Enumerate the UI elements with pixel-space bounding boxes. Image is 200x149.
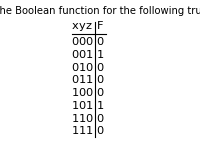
Text: 0: 0 bbox=[79, 88, 86, 98]
Text: y: y bbox=[79, 21, 86, 31]
Text: 1: 1 bbox=[72, 114, 79, 124]
Text: 1: 1 bbox=[79, 126, 86, 136]
Text: 1: 1 bbox=[96, 50, 104, 60]
Text: 1: 1 bbox=[79, 63, 86, 73]
Text: 0: 0 bbox=[96, 88, 104, 98]
Text: z: z bbox=[86, 21, 92, 31]
Text: 0: 0 bbox=[79, 50, 86, 60]
Text: 0: 0 bbox=[85, 63, 93, 73]
Text: 1: 1 bbox=[85, 76, 93, 86]
Text: 0: 0 bbox=[79, 101, 86, 111]
Text: 0: 0 bbox=[96, 37, 104, 47]
Text: 0: 0 bbox=[96, 63, 104, 73]
Text: 0: 0 bbox=[85, 114, 93, 124]
Text: 1: 1 bbox=[72, 101, 79, 111]
Text: 1: 1 bbox=[85, 50, 93, 60]
Text: 1: 1 bbox=[85, 101, 93, 111]
Text: 0: 0 bbox=[72, 63, 79, 73]
Text: 0: 0 bbox=[96, 76, 104, 86]
Text: 1: 1 bbox=[72, 126, 79, 136]
Text: 0: 0 bbox=[85, 37, 93, 47]
Text: What is the Boolean function for the following truth table?: What is the Boolean function for the fol… bbox=[0, 6, 200, 16]
Text: 0: 0 bbox=[96, 114, 104, 124]
Text: 1: 1 bbox=[72, 88, 79, 98]
Text: F: F bbox=[97, 21, 103, 31]
Text: 0: 0 bbox=[72, 50, 79, 60]
Text: 0: 0 bbox=[72, 76, 79, 86]
Text: 1: 1 bbox=[79, 114, 86, 124]
Text: 0: 0 bbox=[85, 88, 93, 98]
Text: 0: 0 bbox=[72, 37, 79, 47]
Text: 1: 1 bbox=[85, 126, 93, 136]
Text: 1: 1 bbox=[96, 101, 104, 111]
Text: 0: 0 bbox=[79, 37, 86, 47]
Text: 0: 0 bbox=[96, 126, 104, 136]
Text: 1: 1 bbox=[79, 76, 86, 86]
Text: x: x bbox=[72, 21, 79, 31]
